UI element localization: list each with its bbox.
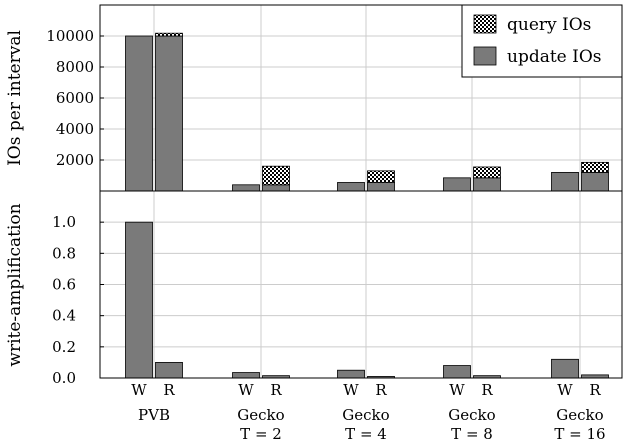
group-label-line2: T = 8 bbox=[451, 425, 493, 443]
x-tick-label: R bbox=[163, 381, 175, 399]
bar-write-amplification bbox=[551, 358, 579, 379]
group-label-line1: Gecko bbox=[237, 406, 284, 424]
legend-label-update: update IOs bbox=[507, 47, 602, 67]
bar-write-amplification bbox=[232, 372, 260, 379]
legend-swatch-query bbox=[473, 14, 497, 34]
bar-write-amplification bbox=[155, 362, 183, 379]
group-label-line1: PVB bbox=[138, 406, 170, 424]
y-tick-label: 8000 bbox=[56, 58, 94, 76]
group-label-line2: T = 16 bbox=[554, 425, 605, 443]
bar-query-ios bbox=[262, 165, 290, 186]
bar-write-amplification bbox=[443, 365, 471, 379]
x-tick-label: W bbox=[449, 381, 465, 399]
group-label-line2: T = 2 bbox=[240, 425, 282, 443]
group-label-line2: T = 4 bbox=[345, 425, 387, 443]
bar-query-ios bbox=[581, 161, 609, 173]
x-tick-label: R bbox=[481, 381, 493, 399]
y-tick-label: 0.8 bbox=[52, 244, 76, 262]
legend-label-query: query IOs bbox=[507, 15, 591, 35]
bar-update-ios bbox=[443, 177, 471, 192]
y-tick-label: 0.2 bbox=[52, 338, 76, 356]
bar-update-ios bbox=[337, 182, 365, 192]
bar-update-ios bbox=[581, 171, 609, 192]
y-tick-label: 0.6 bbox=[52, 276, 76, 294]
x-tick-label: R bbox=[589, 381, 601, 399]
bar-update-ios bbox=[155, 35, 183, 192]
y-tick-label: 4000 bbox=[56, 120, 94, 138]
bar-update-ios bbox=[232, 184, 260, 192]
y-tick-label: 0.4 bbox=[52, 307, 76, 325]
bar-update-ios bbox=[551, 171, 579, 192]
y-tick-label: 10000 bbox=[46, 27, 94, 45]
group-label-line1: Gecko bbox=[448, 406, 495, 424]
bar-update-ios bbox=[473, 177, 501, 192]
y-axis-title-bottom: write-amplification bbox=[5, 203, 25, 366]
y-tick-label: 0.0 bbox=[52, 369, 76, 387]
group-label-line1: Gecko bbox=[556, 406, 603, 424]
x-tick-label: W bbox=[557, 381, 573, 399]
x-tick-label: W bbox=[131, 381, 147, 399]
bar-update-ios bbox=[125, 35, 153, 192]
y-tick-label: 6000 bbox=[56, 89, 94, 107]
bar-query-ios bbox=[155, 32, 183, 37]
bar-update-ios bbox=[367, 182, 395, 192]
bar-write-amplification bbox=[125, 221, 153, 379]
y-axis-title-top: IOs per interval bbox=[5, 30, 25, 166]
x-tick-label: W bbox=[238, 381, 254, 399]
legend-swatch-update bbox=[473, 46, 497, 66]
x-tick-label: R bbox=[270, 381, 282, 399]
x-tick-label: W bbox=[343, 381, 359, 399]
bar-write-amplification bbox=[337, 369, 365, 379]
bar-update-ios bbox=[262, 184, 290, 192]
x-tick-label: R bbox=[375, 381, 387, 399]
y-tick-label: 1.0 bbox=[52, 213, 76, 231]
bar-query-ios bbox=[473, 166, 501, 179]
y-tick-label: 2000 bbox=[56, 151, 94, 169]
bar-query-ios bbox=[367, 170, 395, 183]
group-label-line1: Gecko bbox=[342, 406, 389, 424]
